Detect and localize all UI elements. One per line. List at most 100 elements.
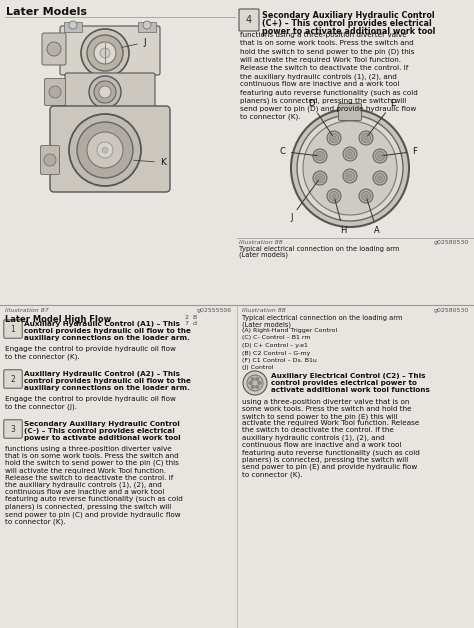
Text: g02555506: g02555506 [197,308,232,313]
Circle shape [69,21,77,29]
Text: (D) C+ Control – y.e1: (D) C+ Control – y.e1 [242,343,308,348]
Circle shape [77,122,133,178]
Text: Release the switch to deactivate the control. If: Release the switch to deactivate the con… [240,65,408,71]
Text: 3: 3 [10,425,16,433]
Circle shape [362,192,371,200]
Circle shape [249,381,252,385]
Text: to connector (K).: to connector (K). [240,114,301,121]
Text: 2  B: 2 B [185,315,197,320]
Circle shape [94,42,116,64]
Circle shape [327,131,341,145]
Text: H: H [335,198,346,235]
Text: E: E [368,99,395,136]
Circle shape [318,176,322,180]
Text: (Later models): (Later models) [239,252,288,259]
Circle shape [291,109,409,227]
Text: (Later models): (Later models) [242,321,291,327]
Text: Later Model High Flow: Later Model High Flow [5,315,111,324]
Circle shape [47,42,61,56]
Text: will activate the required Work Tool function.: will activate the required Work Tool fun… [240,57,401,63]
Circle shape [329,134,338,143]
Text: (A) Right-Hand Trigger Control: (A) Right-Hand Trigger Control [242,328,337,333]
Text: using a three-position diverter valve that is on
some work tools. Press the swit: using a three-position diverter valve th… [242,399,420,478]
Circle shape [44,154,56,166]
Circle shape [346,171,355,180]
Text: 4: 4 [246,15,252,25]
Text: Engage the control to provide hydraulic oil flow
to the connector (K).: Engage the control to provide hydraulic … [5,346,176,359]
FancyBboxPatch shape [65,73,155,110]
Circle shape [247,375,263,391]
Circle shape [255,377,259,381]
Text: C: C [280,147,317,156]
Text: Secondary Auxiliary Hydraulic Control: Secondary Auxiliary Hydraulic Control [262,11,435,20]
Text: power to activate additional work tool: power to activate additional work tool [262,27,436,36]
Text: that is on some work tools. Press the switch and: that is on some work tools. Press the sw… [240,40,414,46]
Text: planers) is connected, pressing the switch will: planers) is connected, pressing the swit… [240,97,406,104]
Circle shape [251,385,255,389]
Circle shape [348,174,352,178]
Text: Auxiliary Electrical Control (C2) – This
control provides electrical power to
ac: Auxiliary Electrical Control (C2) – This… [271,373,430,393]
Text: (C) C- Control – B1 rm: (C) C- Control – B1 rm [242,335,310,340]
Circle shape [348,152,352,156]
Text: (F) C1 Control – Ds. B1u: (F) C1 Control – Ds. B1u [242,358,317,363]
Text: Illustration 87: Illustration 87 [5,308,49,313]
Circle shape [373,149,387,163]
Text: D: D [308,99,332,136]
Circle shape [362,134,371,143]
Text: (C+) – This control provides electrical: (C+) – This control provides electrical [262,19,432,28]
Text: Engage the control to provide hydraulic oil flow
to the connector (J).: Engage the control to provide hydraulic … [5,396,176,409]
Circle shape [89,76,121,108]
Circle shape [359,189,373,203]
Circle shape [87,35,123,71]
Text: F: F [383,147,417,156]
FancyBboxPatch shape [4,370,22,388]
FancyBboxPatch shape [40,146,60,175]
Bar [64,22,82,32]
Text: A: A [367,198,380,235]
Text: J: J [290,180,319,222]
FancyBboxPatch shape [60,26,160,75]
Circle shape [303,121,397,215]
Text: Secondary Auxiliary Hydraulic Control
(C-) – This control provides electrical
po: Secondary Auxiliary Hydraulic Control (C… [24,421,181,441]
Text: functions using a three-position diverter valve
that is on some work tools. Pres: functions using a three-position diverte… [5,446,183,525]
Circle shape [243,371,267,395]
Text: K: K [134,158,166,167]
Circle shape [332,136,336,140]
Circle shape [378,154,382,158]
Circle shape [258,381,261,385]
Circle shape [97,142,113,158]
FancyBboxPatch shape [50,106,170,192]
Text: (J) Control: (J) Control [242,365,273,371]
Text: Auxiliary Hydraulic Control (A2) – This
control provides hydraulic oil flow to t: Auxiliary Hydraulic Control (A2) – This … [24,371,191,391]
Circle shape [94,81,116,103]
Circle shape [69,114,141,186]
Text: continuous flow are inactive and a work tool: continuous flow are inactive and a work … [240,81,400,87]
Circle shape [297,115,403,221]
Circle shape [364,194,368,198]
Circle shape [346,149,355,158]
Circle shape [378,176,382,180]
Bar [138,22,156,32]
Circle shape [343,169,357,183]
Circle shape [100,48,110,58]
Text: g02580530: g02580530 [434,240,469,245]
Text: Auxiliary Hydraulic Control (A1) – This
control provides hydraulic oil flow to t: Auxiliary Hydraulic Control (A1) – This … [24,321,191,341]
Text: the auxiliary hydraulic controls (1), (2), and: the auxiliary hydraulic controls (1), (2… [240,73,397,80]
Circle shape [318,154,322,158]
Circle shape [102,147,108,153]
Text: Typical electrical connection on the loading arm: Typical electrical connection on the loa… [239,246,400,252]
Circle shape [143,21,151,29]
Circle shape [255,385,259,389]
Text: hold the switch to send power to the pin (D) this: hold the switch to send power to the pin… [240,48,414,55]
Text: Typical electrical connection on the loading arm: Typical electrical connection on the loa… [242,315,402,321]
Text: 1: 1 [10,325,15,333]
Text: featuring auto reverse functionality (such as cold: featuring auto reverse functionality (su… [240,89,418,96]
Circle shape [313,171,327,185]
Circle shape [375,151,384,161]
Text: Illustration 88: Illustration 88 [242,308,286,313]
Circle shape [87,132,123,168]
Circle shape [332,194,336,198]
Circle shape [81,29,129,77]
Circle shape [49,86,61,98]
FancyBboxPatch shape [4,420,22,438]
